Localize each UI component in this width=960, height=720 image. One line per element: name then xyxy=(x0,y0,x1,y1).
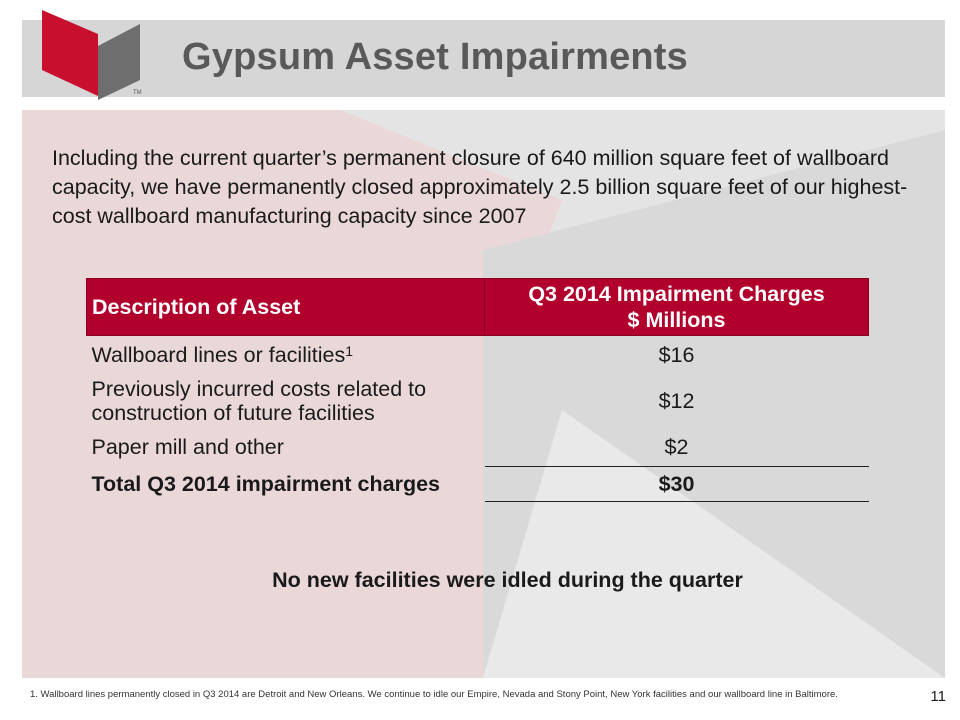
row-description: Paper mill and other xyxy=(91,434,284,459)
content-background xyxy=(22,110,945,678)
table-row: Wallboard lines or facilities1 $16 xyxy=(87,336,869,375)
logo-gray-panel xyxy=(98,24,140,100)
row-amount: $2 xyxy=(484,428,869,467)
row-description: Wallboard lines or facilities1 xyxy=(87,336,485,375)
footnote-ref: 1 xyxy=(345,342,354,359)
row-description-text: Wallboard lines or facilities xyxy=(91,342,346,367)
logo-trademark: TM xyxy=(133,90,142,96)
impairment-table: Description of Asset Q3 2014 Impairment … xyxy=(86,278,869,502)
page-number: 11 xyxy=(930,688,946,705)
page-title: Gypsum Asset Impairments xyxy=(182,36,688,78)
header-band xyxy=(22,20,945,97)
row-description-line1: Previously incurred costs related to xyxy=(91,377,427,401)
row-amount: $12 xyxy=(658,389,695,413)
total-amount: $30 xyxy=(484,466,869,502)
total-description: Total Q3 2014 impairment charges xyxy=(91,471,441,496)
company-logo: TM xyxy=(42,10,142,100)
row-amount: $16 xyxy=(658,342,695,367)
column-header-charges-line1: Q3 2014 Impairment Charges xyxy=(528,282,825,306)
logo-red-panel xyxy=(42,10,98,96)
row-description: Previously incurred costs related to cons… xyxy=(87,374,485,428)
table-header-row: Description of Asset Q3 2014 Impairment … xyxy=(86,278,869,336)
footnote: 1. Wallboard lines permanently closed in… xyxy=(30,689,838,700)
intro-text: Including the current quarter’s permanen… xyxy=(52,146,908,228)
table-row: Paper mill and other $2 xyxy=(87,428,869,467)
summary-note: No new facilities were idled during the … xyxy=(272,568,743,592)
column-header-charges: Q3 2014 Impairment Charges $ Millions xyxy=(484,278,869,336)
column-header-description: Description of Asset xyxy=(86,278,485,336)
total-row: Total Q3 2014 impairment charges $30 xyxy=(87,466,869,502)
row-description-line2: construction of future facilities xyxy=(91,401,375,425)
column-header-charges-line2: $ Millions xyxy=(627,308,726,332)
table-row: Previously incurred costs related to cons… xyxy=(87,374,869,428)
